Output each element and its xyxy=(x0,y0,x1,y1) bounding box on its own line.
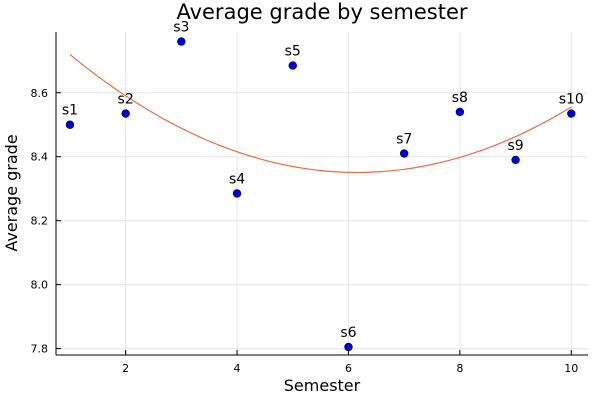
y-tick-label: 8.4 xyxy=(31,151,49,164)
data-point xyxy=(567,109,576,118)
data-point xyxy=(65,120,75,129)
point-label: s10 xyxy=(559,92,584,108)
data-point xyxy=(177,37,186,46)
point-label: s2 xyxy=(118,92,134,108)
y-tick-label: 8.0 xyxy=(31,279,49,292)
point-label: s5 xyxy=(285,44,301,60)
chart-title: Average grade by semester xyxy=(176,0,467,24)
point-label: s9 xyxy=(507,138,523,154)
point-label: s7 xyxy=(396,132,412,148)
data-point xyxy=(511,155,520,165)
data-point xyxy=(344,342,353,352)
data-point xyxy=(399,149,409,158)
x-axis-label: Semester xyxy=(284,376,361,395)
x-tick-label: 2 xyxy=(122,362,129,375)
data-point xyxy=(288,61,297,70)
point-label: s6 xyxy=(340,325,356,341)
data-point xyxy=(232,189,242,198)
y-axis-label: Average grade xyxy=(2,134,21,251)
grid-lines xyxy=(56,32,588,355)
trend-line-group xyxy=(69,54,572,174)
point-labels: s1 s2 s3 s4 s5 s6 s7 s8 s9 s10 xyxy=(62,20,584,341)
x-tick-label: 6 xyxy=(345,362,352,375)
data-points xyxy=(65,37,576,352)
axes xyxy=(55,32,588,356)
x-tick-label: 10 xyxy=(564,362,578,375)
y-tick-label: 8.2 xyxy=(31,215,49,228)
x-tick-label: 4 xyxy=(234,362,241,375)
point-label: s4 xyxy=(229,172,245,188)
point-label: s8 xyxy=(452,90,468,106)
trend-line xyxy=(69,54,572,174)
tick-marks: 2 4 6 8 10 7.8 8.0 8.2 8.4 8.6 xyxy=(31,87,579,375)
y-tick-label: 8.6 xyxy=(31,87,49,100)
point-label: s3 xyxy=(173,20,189,36)
point-label: s1 xyxy=(62,103,78,119)
data-point xyxy=(121,109,130,118)
y-tick-label: 7.8 xyxy=(31,343,49,356)
data-point xyxy=(455,107,465,117)
x-tick-label: 8 xyxy=(456,362,463,375)
